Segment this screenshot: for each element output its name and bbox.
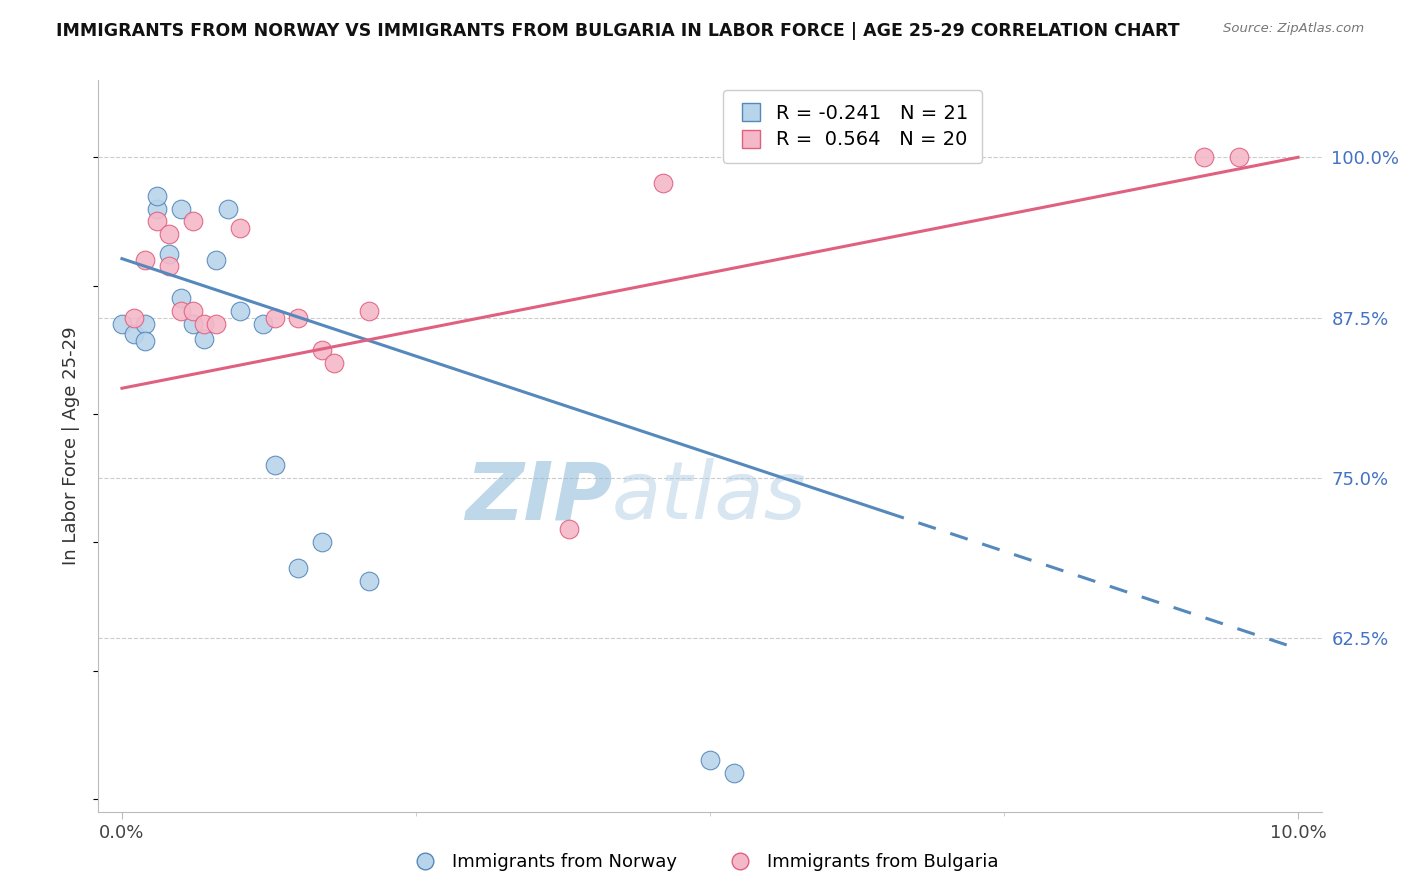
Point (228, 220, 250, 235)
Text: ZIP: ZIP (465, 458, 612, 536)
Point (558, 523, 581, 537)
Point (134, 334, 156, 348)
Point (122, 327, 145, 342)
Point (205, 317, 228, 331)
Point (122, 310, 145, 325)
Legend: R = -0.241   N = 21, R =  0.564   N = 20: R = -0.241 N = 21, R = 0.564 N = 20 (723, 90, 981, 163)
Point (263, 458, 285, 473)
Point (357, 304, 380, 318)
Point (723, 766, 745, 780)
Text: IMMIGRANTS FROM NORWAY VS IMMIGRANTS FROM BULGARIA IN LABOR FORCE | AGE 25-29 CO: IMMIGRANTS FROM NORWAY VS IMMIGRANTS FRO… (56, 22, 1180, 40)
Point (1192, 150, 1215, 164)
Point (181, 214, 204, 228)
Point (1227, 150, 1250, 164)
Point (193, 333, 215, 347)
Point (157, 260, 180, 274)
Point (205, 252, 228, 267)
Point (699, 753, 721, 767)
Point (652, 176, 675, 190)
Point (170, 304, 193, 318)
Point (146, 188, 169, 202)
Point (357, 574, 380, 588)
Point (146, 214, 169, 228)
Point (157, 246, 180, 260)
Legend: Immigrants from Norway, Immigrants from Bulgaria: Immigrants from Norway, Immigrants from … (399, 847, 1007, 879)
Point (287, 561, 309, 575)
Point (146, 202, 169, 216)
Point (181, 304, 204, 318)
Point (111, 317, 134, 331)
Y-axis label: In Labor Force | Age 25-29: In Labor Force | Age 25-29 (62, 326, 80, 566)
Point (287, 310, 309, 325)
Point (157, 227, 180, 242)
Point (217, 202, 239, 216)
Point (134, 317, 156, 331)
Text: Source: ZipAtlas.com: Source: ZipAtlas.com (1223, 22, 1364, 36)
Point (252, 317, 274, 331)
Point (134, 252, 156, 267)
Point (322, 355, 344, 369)
Point (311, 343, 333, 357)
Point (311, 535, 333, 549)
Point (228, 304, 250, 318)
Text: atlas: atlas (612, 458, 807, 536)
Point (193, 317, 215, 331)
Point (170, 202, 193, 216)
Point (181, 317, 204, 331)
Point (263, 310, 285, 325)
Point (170, 292, 193, 306)
